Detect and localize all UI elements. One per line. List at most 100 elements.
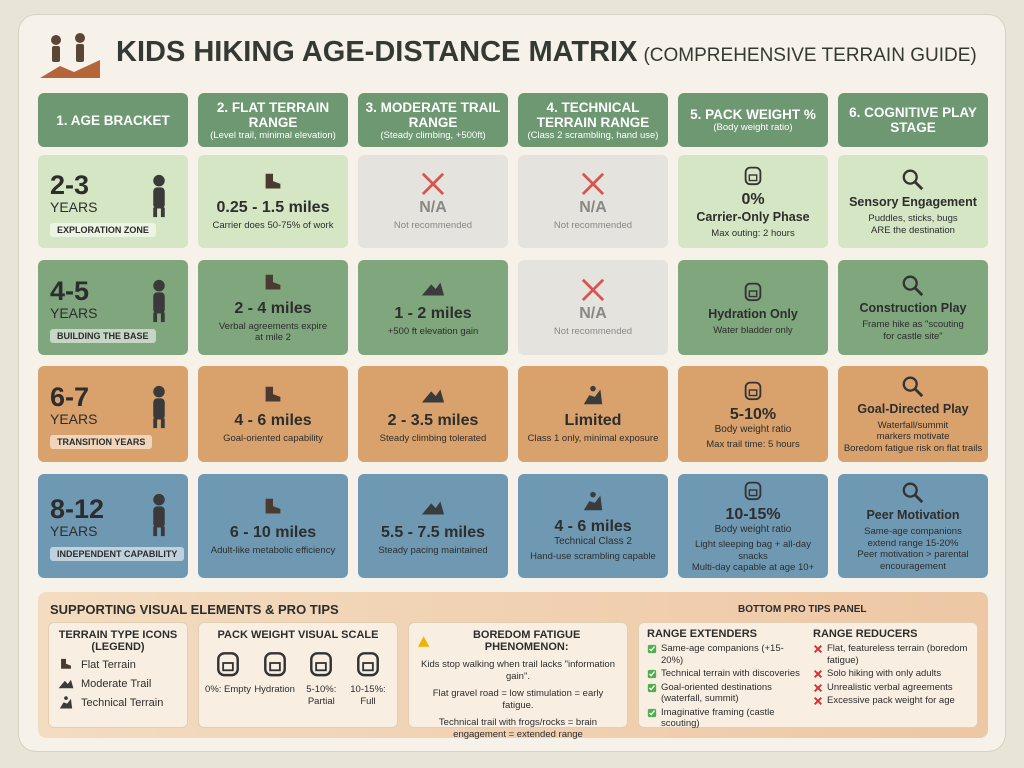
boredom-text: Flat gravel road = low stimulation = ear… [432, 688, 604, 711]
icon [421, 389, 445, 403]
icon-shape [153, 398, 165, 420]
cell-line: Steady climbing tolerated [379, 432, 487, 444]
range-text: Excessive pack weight for age [827, 695, 955, 706]
column-note: (Class 2 scrambling, hand use) [527, 129, 659, 141]
icon-shape [421, 282, 445, 296]
boredom-text: Kids stop walking when trail lacks "info… [421, 659, 615, 682]
icon-shape [153, 493, 165, 506]
icon-shape [913, 180, 924, 191]
icon [647, 669, 657, 679]
icon-shape [649, 646, 656, 652]
icon-shape [153, 312, 158, 323]
cell-main: 1 - 2 miles [394, 305, 472, 323]
cell-main: N/A [419, 199, 447, 217]
boredom-box: BOREDOM FATIGUE PHENOMENON: Kids stop wal… [408, 622, 628, 740]
icon [744, 282, 762, 301]
column-header: 1. AGE BRACKET [38, 93, 188, 147]
cell-label: Goal-Directed Play [857, 401, 969, 416]
icon-shape [744, 381, 762, 400]
cell-line: Water bladder only [713, 324, 793, 336]
cell-line: encouragement [879, 560, 947, 572]
icon-shape [160, 418, 165, 429]
icon [265, 174, 281, 189]
legend-item: Flat Terrain [57, 657, 179, 673]
icon [310, 652, 333, 677]
matrix-cell: 0.25 - 1.5 miles Carrier does 50-75% of w… [198, 155, 348, 248]
tips-panel-label: BOTTOM PRO TIPS PANEL [738, 604, 867, 615]
legend-item: Technical Terrain [57, 695, 179, 711]
cell-line: Peer motivation > parental [857, 549, 969, 560]
matrix-cell: N/A Not recommended [358, 155, 508, 248]
legend-label: Moderate Trail [81, 678, 152, 690]
range-text: Solo hiking with only adults [827, 668, 942, 679]
range-column: RANGE EXTENDERS Same-age companions (+15-… [647, 628, 803, 729]
cell-line: Not recommended [393, 220, 473, 232]
icon-shape [581, 279, 605, 302]
cell-line: Hand-use scrambling capable [530, 550, 656, 562]
icon-shape [160, 526, 165, 537]
icon-shape [748, 290, 758, 297]
icon [357, 652, 379, 677]
range-item: Flat, featureless terrain (boredom fatig… [813, 643, 969, 666]
range-item: Same-age companions (+15-20%) [647, 643, 803, 666]
scale-item: 5-10%: Partial [298, 647, 344, 707]
age-zone: EXPLORATION ZONE [50, 222, 156, 237]
icon-shape [315, 662, 328, 672]
icon-shape [744, 481, 762, 501]
icon [265, 386, 281, 402]
icon-shape [421, 173, 445, 196]
icon [647, 644, 657, 654]
age-unit: YEARS [50, 523, 98, 539]
icon-shape [649, 671, 656, 677]
cell-line: Max trail time: 5 hours [706, 438, 800, 450]
icon-shape [902, 169, 918, 185]
icon-shape [902, 275, 918, 291]
icon-shape [814, 670, 822, 678]
column-title: 4. TECHNICAL TERRAIN RANGE [536, 99, 650, 130]
icon [217, 652, 239, 677]
matrix-cell: Goal-Directed Play Waterfall/summit marker… [838, 366, 988, 462]
cell-main: 0.25 - 1.5 miles [216, 199, 330, 217]
scale-box: PACK WEIGHT VISUAL SCALE 0%: Empty Hydrati… [198, 622, 398, 728]
icon-shape [649, 709, 656, 716]
matrix-cell: N/A Not recommended [518, 260, 668, 355]
column-title: 3. MODERATE TRAIL RANGE [365, 99, 501, 130]
icon-shape [748, 174, 758, 182]
scale-item: 10-15%: Full [345, 647, 391, 707]
boredom-text: Technical trail with frogs/rocks = brain… [438, 717, 598, 740]
age-zone: INDEPENDENT CAPABILITY [50, 547, 185, 561]
age-cell: 8-12 YEARS INDEPENDENT CAPABILITY [38, 474, 188, 578]
matrix-cell: 5-10% Body weight ratio Max trail time: 5 … [678, 366, 828, 462]
boredom-head: BOREDOM FATIGUE PHENOMENON: [417, 629, 619, 653]
scale-label: Hydration [254, 684, 295, 695]
age-range: 2-3 [50, 169, 90, 200]
range-text: Goal-oriented destinations (waterfall, s… [661, 681, 772, 705]
column-header: 3. MODERATE TRAIL RANGE (Steady climbing,… [358, 93, 508, 147]
cell-line: at mile 2 [255, 332, 291, 343]
scale-title: PACK WEIGHT VISUAL SCALE [217, 629, 379, 641]
cell-line: Class 1 only, minimal exposure [527, 432, 659, 444]
age-cell: 6-7 YEARS TRANSITION YEARS [38, 366, 188, 462]
age-unit: YEARS [50, 411, 98, 427]
cell-line: Boredom fatigue risk on flat trails [843, 442, 983, 454]
icon [265, 274, 281, 290]
icon-shape [263, 652, 286, 677]
icon-shape [153, 506, 165, 528]
cell-main: 4 - 6 miles [554, 517, 632, 535]
matrix-cell: N/A Not recommended [518, 155, 668, 248]
icon-shape [58, 679, 74, 689]
cell-main: 5.5 - 7.5 miles [380, 523, 486, 541]
cell-label: Construction Play [859, 301, 967, 315]
cell-main: 4 - 6 miles [234, 411, 312, 429]
matrix-cell: 5.5 - 7.5 miles Steady pacing maintained [358, 474, 508, 578]
icon [647, 708, 657, 717]
icon [153, 385, 165, 429]
icon-shape [748, 489, 758, 497]
icon-shape [265, 174, 281, 189]
age-zone: BUILDING THE BASE [50, 328, 156, 343]
icon-shape [814, 697, 822, 705]
icon-shape [913, 387, 924, 397]
legend-label: Flat Terrain [81, 659, 136, 671]
icon [58, 679, 74, 689]
icon [814, 683, 822, 692]
